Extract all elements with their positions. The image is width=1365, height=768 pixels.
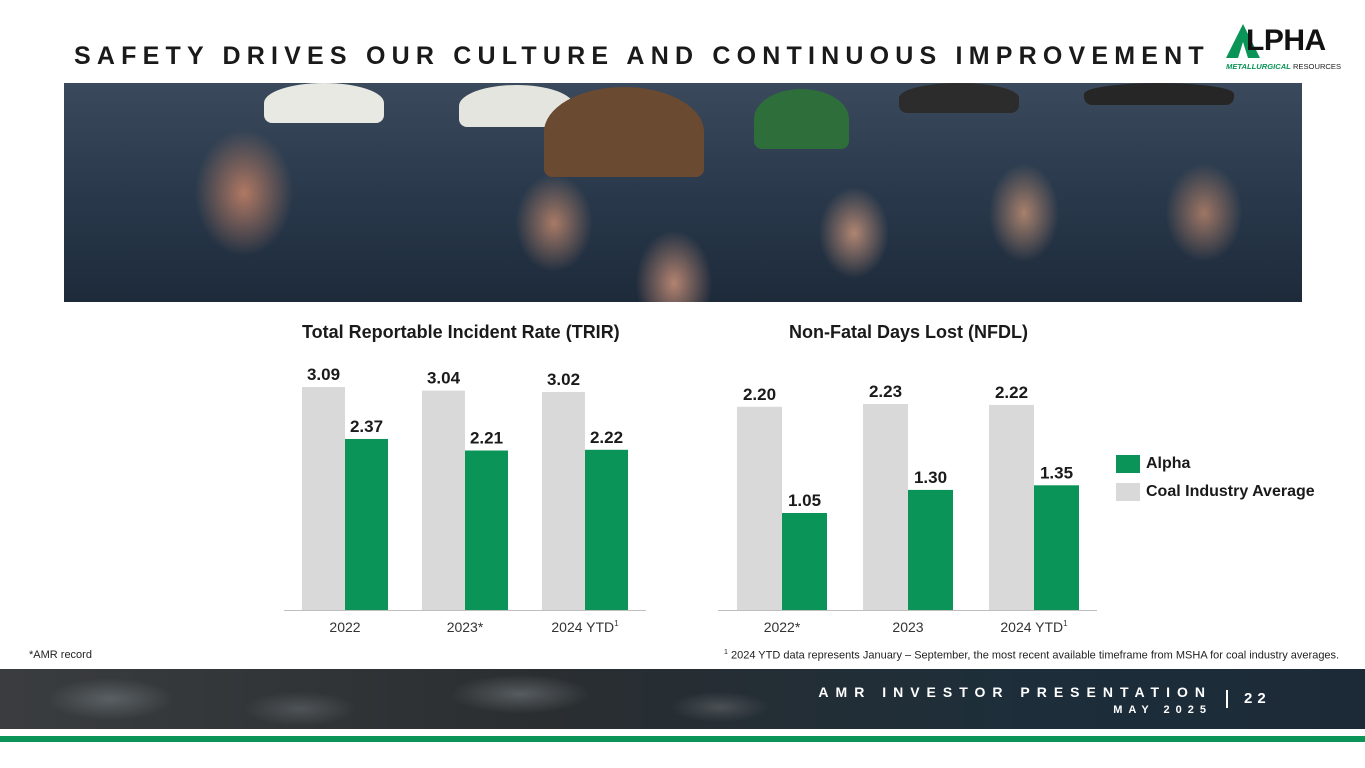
legend-label-industry: Coal Industry Average (1146, 483, 1315, 500)
bar-industry-1 (422, 390, 465, 610)
footer-divider (1226, 690, 1228, 708)
data-label-industry-2: 3.02 (547, 370, 580, 389)
tick-label-0: 2022* (764, 619, 801, 635)
trir-chart: 3.09 2.37 2022 3.04 2.21 2023* 3.02 2.22 2024 YT… (284, 365, 646, 635)
bar-industry-2 (989, 404, 1034, 610)
tick-label-1: 2023* (447, 619, 484, 635)
data-label-industry-0: 2.20 (743, 385, 776, 404)
data-label-industry-2: 2.22 (995, 383, 1028, 402)
bar-alpha-1 (908, 489, 953, 610)
data-label-alpha-2: 1.35 (1040, 463, 1073, 482)
logo-wordmark: LPHA (1246, 24, 1326, 57)
data-label-industry-0: 3.09 (307, 365, 340, 384)
data-label-industry-1: 2.23 (869, 382, 902, 401)
legend-swatch-alpha (1116, 455, 1140, 473)
bar-industry-0 (302, 387, 345, 610)
alpha-logo: LPHA METALLURGICAL RESOURCES (1224, 24, 1356, 74)
bar-alpha-0 (782, 513, 827, 610)
tick-label-0: 2022 (329, 619, 360, 635)
bar-alpha-2 (585, 449, 628, 610)
footer-band (0, 669, 1365, 729)
tick-label-1: 2023 (892, 619, 923, 635)
nfdl-chart: 2.20 1.05 2022* 2.23 1.30 2023 2.22 1.35 2024 YT… (718, 382, 1097, 635)
nfdl-chart-title: Non-Fatal Days Lost (NFDL) (789, 322, 1029, 342)
tick-label-2: 2024 YTD1 (1000, 619, 1068, 635)
footnote-amr-record: *AMR record (29, 649, 92, 661)
trir-chart-title: Total Reportable Incident Rate (TRIR) (302, 322, 620, 342)
tick-label-2: 2024 YTD1 (551, 619, 619, 635)
data-label-alpha-1: 2.21 (470, 429, 503, 448)
bar-alpha-2 (1034, 485, 1079, 610)
footer-presentation-label: AMR INVESTOR PRESENTATION MAY 2025 (818, 683, 1212, 719)
data-label-alpha-2: 2.22 (590, 428, 623, 447)
page-title: SAFETY DRIVES OUR CULTURE AND CONTINUOUS… (74, 42, 1210, 70)
bar-industry-2 (542, 392, 585, 610)
bar-industry-1 (863, 404, 908, 610)
bar-industry-0 (737, 406, 782, 610)
data-label-alpha-0: 2.37 (350, 417, 383, 436)
data-label-alpha-1: 1.30 (914, 468, 947, 487)
bar-alpha-1 (465, 450, 508, 610)
page-number: 22 (1244, 690, 1271, 707)
logo-subtitle: METALLURGICAL RESOURCES (1226, 62, 1342, 71)
data-label-alpha-0: 1.05 (788, 491, 821, 510)
footer-date: MAY 2025 (1113, 704, 1212, 716)
data-label-industry-1: 3.04 (427, 369, 461, 388)
legend-label-alpha: Alpha (1146, 455, 1191, 472)
footer-green-stripe (0, 736, 1365, 742)
footnote-ytd: 1 2024 YTD data represents January – Sep… (724, 649, 1340, 662)
legend-swatch-industry (1116, 483, 1140, 501)
miners-photo (64, 83, 1302, 302)
bar-alpha-0 (345, 438, 388, 610)
